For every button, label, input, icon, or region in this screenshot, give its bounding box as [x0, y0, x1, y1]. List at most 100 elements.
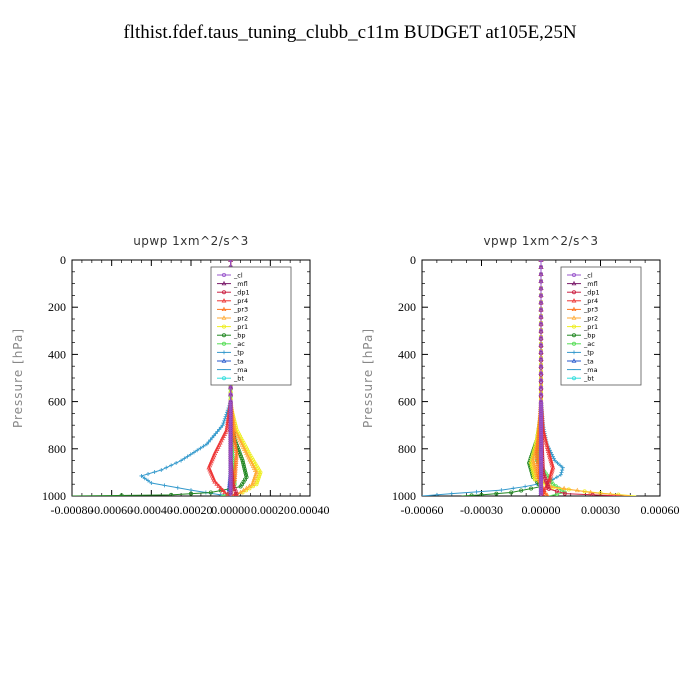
series-point_tp	[149, 481, 154, 486]
series-point_cl	[228, 468, 233, 473]
series-point_cl	[539, 342, 544, 347]
series-point_bp	[243, 470, 248, 475]
series-point_cl	[539, 416, 544, 421]
series-point_pr4	[216, 442, 222, 447]
series-point_dp1	[233, 492, 238, 496]
series-point_cl	[228, 472, 233, 477]
series-point_cl	[228, 421, 233, 426]
series-point_pr2	[250, 463, 256, 468]
series-point_pr3	[232, 472, 238, 477]
legend-label: _pr1	[583, 323, 598, 331]
series-point_pr4	[220, 487, 226, 492]
series-point_pr1	[258, 470, 263, 475]
series-point_cl	[539, 461, 544, 466]
series-point_cl	[228, 399, 233, 404]
series-point_cl	[228, 474, 233, 479]
series-point_pr4	[222, 431, 227, 436]
series-point_cl	[539, 307, 544, 312]
series-point_pr3	[544, 492, 550, 496]
series-point_tp	[169, 463, 174, 468]
series-point_pr2	[237, 437, 243, 443]
series-point_pr2	[240, 444, 246, 449]
legend-marker	[572, 376, 577, 381]
y-tick-label: 600	[48, 395, 66, 409]
series-point_tp	[558, 463, 563, 468]
series-point_tp	[162, 483, 167, 488]
legend-marker	[571, 315, 577, 320]
series-point_tp	[185, 454, 190, 459]
panel-title: vpwp 1xm^2/s^3	[483, 234, 598, 248]
series-point_pr2	[234, 431, 240, 436]
series-point_pr3	[234, 452, 239, 458]
series-point_pr4	[219, 435, 225, 441]
series-point_cl	[228, 487, 233, 492]
series-point_cl	[228, 440, 233, 445]
y-tick-label: 0	[410, 253, 416, 267]
series-point_tp	[552, 458, 557, 463]
series-point_tp	[164, 465, 169, 470]
series-point_cl	[539, 433, 544, 438]
legend-label: _pr4	[233, 297, 248, 305]
series-point_bp	[238, 484, 243, 489]
series-point_pr2	[233, 429, 239, 434]
series-point_pr3	[232, 468, 238, 473]
series-point_pr2	[250, 481, 255, 486]
series-point_pr3	[233, 461, 239, 466]
series-point_pr4	[542, 485, 548, 490]
series-point_pr3	[534, 455, 540, 460]
series-point_cl	[539, 474, 544, 479]
series-point_cl	[539, 406, 544, 411]
legend-label: _pr1	[233, 323, 248, 331]
series-point_pr4	[221, 433, 226, 439]
y-tick-label: 1000	[42, 489, 66, 503]
series-point_cl	[228, 448, 233, 453]
series-point_pr3	[233, 463, 239, 469]
series-point_cl	[228, 453, 233, 458]
series-point_dp1	[546, 484, 551, 489]
series-point_cl	[539, 487, 544, 492]
y-tick-label: 800	[48, 442, 66, 456]
series-point_cl	[539, 470, 544, 475]
series-point_cl	[539, 451, 544, 456]
series-point_bp	[242, 464, 247, 469]
series-point_cl	[539, 436, 544, 441]
series-point_bp	[240, 458, 245, 463]
series-point_cl	[228, 480, 233, 485]
x-tick-label: -0.00030	[460, 503, 503, 517]
series-point_cl	[539, 260, 543, 262]
series-point_cl	[539, 485, 544, 490]
legend-marker	[572, 272, 577, 277]
series-point_pr4	[212, 479, 218, 484]
series-point_tp	[175, 485, 180, 490]
series-point_pr3	[535, 459, 541, 464]
series-point_tp	[222, 418, 227, 423]
series-point_cl	[228, 470, 233, 475]
series-point_pr3	[534, 448, 540, 454]
series-point_cl	[539, 414, 544, 419]
series-point_tp	[211, 433, 216, 438]
legend-label: _mfl	[233, 280, 248, 288]
series-point_pr3	[534, 450, 540, 456]
series-point_cl	[228, 410, 233, 415]
series-point_cl	[539, 442, 544, 447]
series-point_tp	[139, 473, 144, 478]
legend-marker	[221, 324, 226, 329]
legend-marker	[571, 358, 577, 363]
series-point_pr3	[535, 446, 540, 451]
legend-label: _pr4	[583, 297, 598, 305]
series-point_pr2	[241, 487, 246, 493]
series-point_cl	[228, 455, 233, 460]
series-point_dp1	[554, 489, 559, 494]
series-point_bp	[169, 492, 174, 496]
y-tick-label: 800	[398, 442, 416, 456]
legend-label: _bt	[583, 375, 594, 383]
series-point_pr2	[238, 440, 244, 445]
series-point_tp	[159, 468, 164, 473]
legend: _cl_mfl_dp1_pr4_pr3_pr2_pr1_bp_ac_tp_ta_…	[560, 266, 642, 386]
series-point_cl	[539, 392, 544, 397]
x-tick-label: -0.00020	[170, 503, 213, 517]
series-point_pr4	[213, 448, 219, 454]
series-point_pr2	[244, 485, 249, 490]
series-point_dp1	[546, 486, 551, 491]
